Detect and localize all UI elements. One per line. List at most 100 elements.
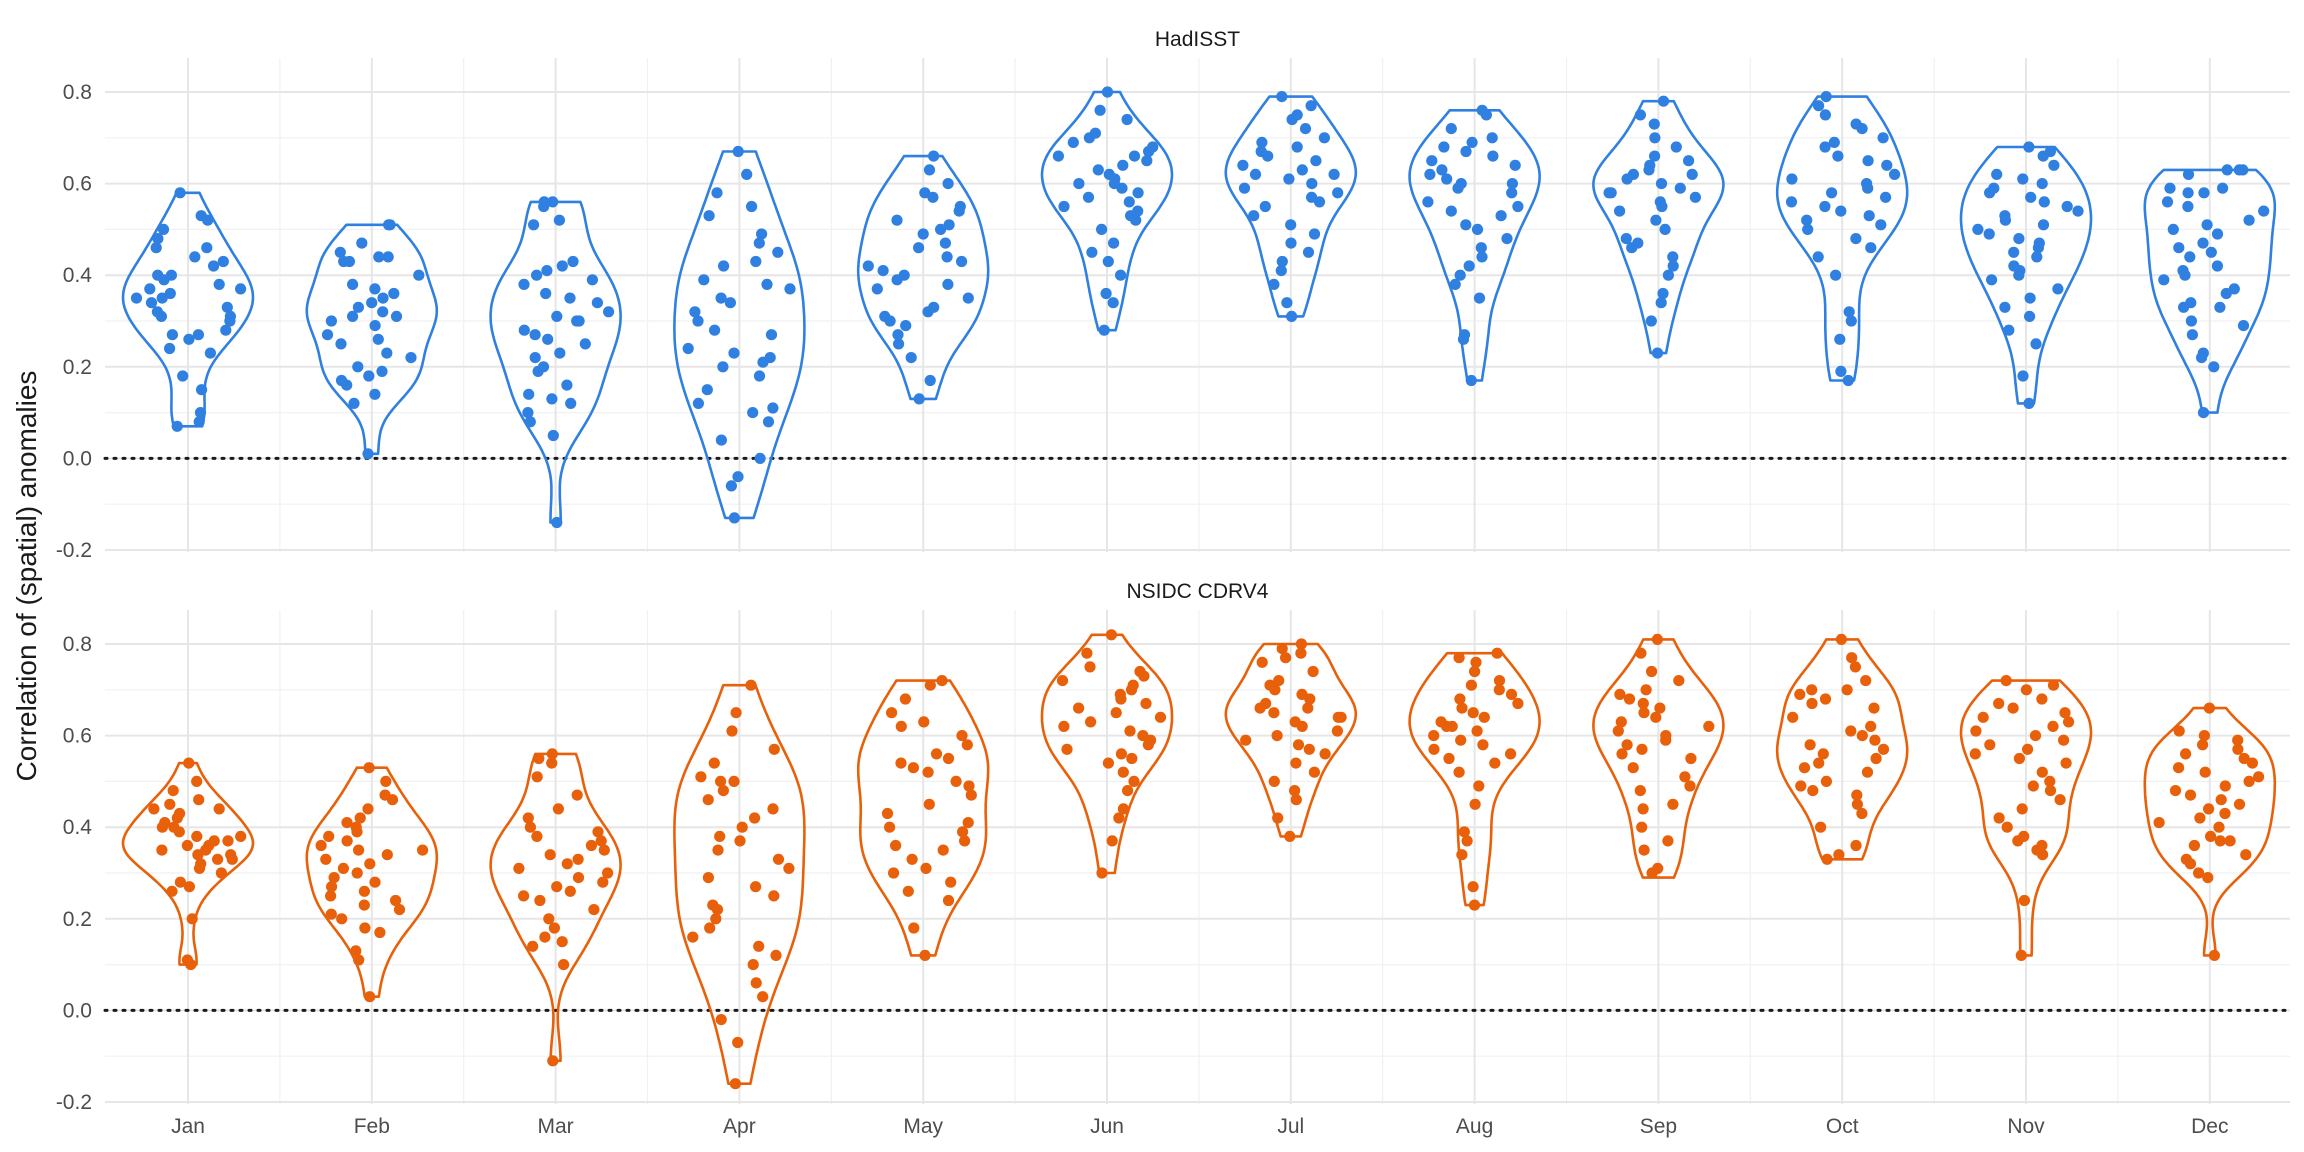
data-point (2232, 743, 2244, 755)
data-point (202, 214, 214, 226)
data-point (2072, 205, 2084, 217)
data-point (193, 794, 205, 806)
data-point (592, 826, 604, 838)
x-tick-label-jun: Jun (1090, 1115, 1124, 1138)
data-point (1667, 260, 1679, 272)
data-point (1835, 633, 1847, 646)
data-point (325, 890, 337, 902)
data-point (881, 807, 894, 820)
data-point (1877, 743, 1890, 755)
data-point (1130, 214, 1142, 226)
data-point (1785, 196, 1798, 208)
data-point (750, 881, 762, 893)
data-point (702, 794, 714, 806)
data-point (1259, 200, 1271, 213)
data-point (1465, 679, 1477, 691)
data-point (2188, 839, 2200, 852)
data-point (1819, 200, 1831, 213)
data-point (1422, 196, 1434, 208)
data-point (1458, 826, 1470, 838)
data-point (1795, 780, 1807, 792)
data-point (891, 214, 903, 226)
data-point (747, 407, 759, 419)
data-point (598, 844, 610, 856)
data-point (1626, 242, 1638, 254)
data-point (753, 940, 765, 952)
data-point (1106, 835, 1118, 847)
data-point (2012, 835, 2024, 847)
data-point (2061, 200, 2073, 213)
data-point (2198, 187, 2210, 199)
data-point (1651, 347, 1664, 359)
data-point (717, 785, 730, 797)
data-point (335, 338, 347, 350)
data-point (2182, 200, 2194, 213)
x-tick-label-jul: Jul (1277, 1115, 1304, 1138)
data-point (1670, 141, 1682, 153)
data-point (2044, 775, 2056, 788)
data-point (923, 164, 936, 176)
data-point (2058, 734, 2070, 746)
y-tick-label: 0.8 (63, 633, 92, 656)
data-point (376, 365, 388, 377)
data-point (1826, 187, 1838, 199)
data-point (546, 748, 558, 760)
data-point (1073, 178, 1085, 190)
data-point (1306, 178, 1318, 190)
data-point (1463, 260, 1475, 272)
data-point (531, 269, 543, 281)
data-point (1284, 830, 1296, 843)
data-point (2182, 168, 2195, 180)
violin-mar (489, 752, 622, 1063)
data-point (393, 904, 406, 916)
data-point (1283, 173, 1295, 185)
y-tick-label: 0.2 (63, 356, 92, 379)
data-point (1100, 287, 1112, 300)
violin-sep (1592, 638, 1725, 879)
data-point (547, 429, 559, 442)
data-point (893, 338, 905, 350)
data-point (2205, 830, 2217, 843)
data-point (1446, 720, 1458, 733)
data-point (2208, 361, 2220, 373)
data-point (1286, 310, 1298, 322)
data-point (1290, 794, 1302, 806)
data-point (326, 881, 338, 893)
data-point (2158, 274, 2170, 286)
data-point (130, 292, 143, 304)
data-point (1649, 132, 1661, 144)
data-point (1471, 223, 1484, 235)
data-point (338, 255, 350, 268)
data-point (171, 420, 183, 432)
data-point (524, 821, 537, 833)
data-point (728, 347, 740, 359)
data-point (2197, 237, 2209, 249)
data-point (687, 931, 699, 943)
data-point (221, 301, 233, 313)
data-point (546, 393, 558, 405)
data-point (2024, 292, 2036, 304)
violin-jul (1224, 642, 1358, 838)
data-point (518, 890, 530, 902)
data-point (145, 297, 158, 309)
data-point (1154, 711, 1167, 723)
data-point (902, 885, 914, 897)
data-point (528, 219, 540, 231)
data-point (388, 287, 400, 300)
data-point (1480, 109, 1492, 121)
data-point (369, 876, 381, 888)
data-point (1787, 711, 1799, 723)
data-point (336, 913, 348, 925)
data-point (1654, 702, 1666, 714)
data-point (2208, 949, 2220, 962)
data-point (1869, 734, 1881, 746)
data-point (155, 310, 167, 322)
data-point (1856, 807, 1868, 820)
data-point (1296, 720, 1308, 733)
data-point (1308, 228, 1321, 240)
data-point (1865, 242, 1877, 254)
data-point (1889, 168, 1901, 180)
data-point (905, 352, 917, 364)
x-tick-label-mar: Mar (538, 1115, 574, 1138)
data-point (708, 757, 720, 769)
